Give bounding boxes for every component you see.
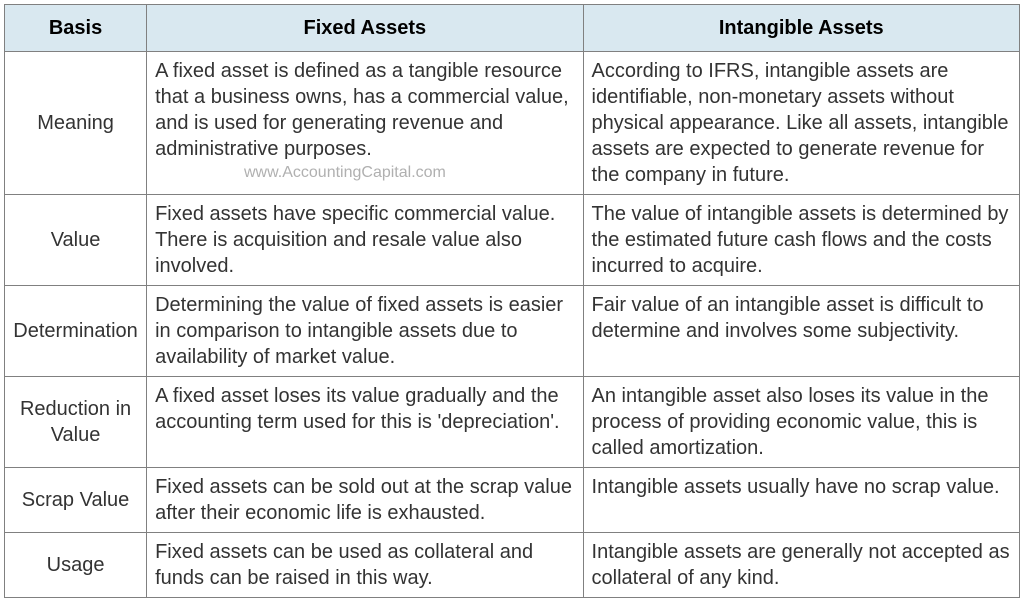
row-basis: Value bbox=[5, 195, 147, 286]
comparison-table: Basis Fixed Assets Intangible Assets Mea… bbox=[4, 4, 1020, 598]
row-fixed: Determining the value of fixed assets is… bbox=[147, 286, 583, 377]
row-intangible: An intangible asset also loses its value… bbox=[583, 377, 1019, 468]
header-basis: Basis bbox=[5, 5, 147, 52]
row-fixed: Fixed assets have specific commercial va… bbox=[147, 195, 583, 286]
row-basis: Usage bbox=[5, 533, 147, 598]
table-row: Meaning A fixed asset is defined as a ta… bbox=[5, 52, 1020, 195]
row-intangible: Fair value of an intangible asset is dif… bbox=[583, 286, 1019, 377]
row-fixed: A fixed asset loses its value gradually … bbox=[147, 377, 583, 468]
table-row: Scrap Value Fixed assets can be sold out… bbox=[5, 468, 1020, 533]
row-basis: Scrap Value bbox=[5, 468, 147, 533]
row-intangible: Intangible assets usually have no scrap … bbox=[583, 468, 1019, 533]
row-basis: Meaning bbox=[5, 52, 147, 195]
table-header-row: Basis Fixed Assets Intangible Assets bbox=[5, 5, 1020, 52]
table-body: Meaning A fixed asset is defined as a ta… bbox=[5, 52, 1020, 598]
header-intangible-assets: Intangible Assets bbox=[583, 5, 1019, 52]
row-basis: Reduction in Value bbox=[5, 377, 147, 468]
table-row: Usage Fixed assets can be used as collat… bbox=[5, 533, 1020, 598]
row-fixed: A fixed asset is defined as a tangible r… bbox=[147, 52, 583, 195]
table-row: Value Fixed assets have specific commerc… bbox=[5, 195, 1020, 286]
row-intangible: According to IFRS, intangible assets are… bbox=[583, 52, 1019, 195]
header-fixed-assets: Fixed Assets bbox=[147, 5, 583, 52]
table-row: Reduction in Value A fixed asset loses i… bbox=[5, 377, 1020, 468]
row-intangible: The value of intangible assets is determ… bbox=[583, 195, 1019, 286]
row-fixed: Fixed assets can be used as collateral a… bbox=[147, 533, 583, 598]
row-basis: Determination bbox=[5, 286, 147, 377]
table-row: Determination Determining the value of f… bbox=[5, 286, 1020, 377]
row-fixed: Fixed assets can be sold out at the scra… bbox=[147, 468, 583, 533]
row-intangible: Intangible assets are generally not acce… bbox=[583, 533, 1019, 598]
